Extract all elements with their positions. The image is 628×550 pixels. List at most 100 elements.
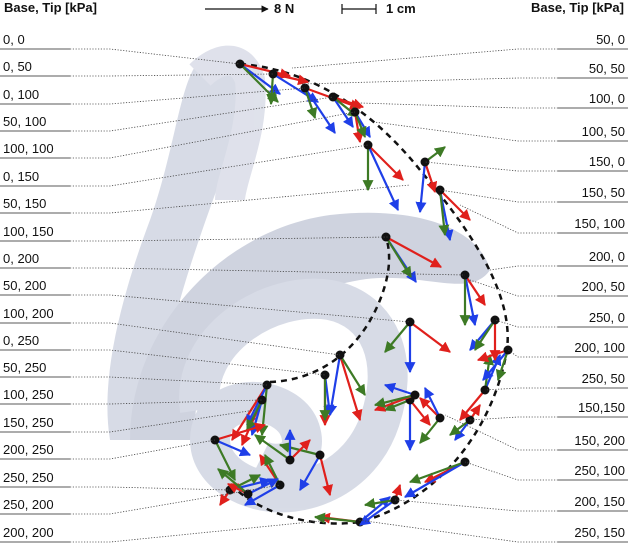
right-label: 150, 50 bbox=[582, 185, 625, 200]
left-label: 0, 100 bbox=[3, 87, 39, 102]
right-label: 100, 0 bbox=[589, 91, 625, 106]
tip-point bbox=[405, 317, 415, 327]
leader-line bbox=[70, 236, 389, 242]
force-arrow bbox=[266, 73, 278, 106]
leader-line bbox=[70, 184, 411, 214]
leader-line bbox=[70, 111, 356, 159]
force-arrow bbox=[439, 189, 471, 221]
force-arrow bbox=[214, 439, 236, 481]
right-label: 250, 100 bbox=[574, 463, 625, 478]
leader-line bbox=[70, 349, 326, 376]
leader-line bbox=[507, 349, 558, 358]
leader-line bbox=[357, 519, 558, 543]
force-arrow bbox=[239, 63, 281, 95]
leader-line bbox=[444, 414, 558, 451]
force-arrow bbox=[482, 349, 509, 381]
leader-line bbox=[70, 376, 268, 386]
leader-line bbox=[70, 519, 331, 543]
left-label: 150, 250 bbox=[3, 415, 54, 430]
leader-line bbox=[70, 439, 216, 460]
force-arrow bbox=[272, 72, 310, 86]
tip-point bbox=[257, 395, 267, 405]
force-arrow bbox=[318, 454, 333, 497]
left-label: 0, 200 bbox=[3, 251, 39, 266]
right-title: Base, Tip [kPa] bbox=[531, 0, 624, 15]
force-arrow bbox=[419, 417, 441, 444]
tip-point bbox=[435, 185, 445, 195]
force-arrow bbox=[254, 434, 291, 461]
force-arrow bbox=[326, 354, 342, 417]
force-arrow bbox=[339, 354, 366, 396]
leader-line bbox=[70, 73, 274, 77]
force-arrow bbox=[373, 393, 416, 408]
leader-line bbox=[459, 204, 558, 234]
tip-point bbox=[285, 455, 295, 465]
right-label: 150,150 bbox=[578, 400, 625, 415]
force-arrow bbox=[495, 349, 510, 382]
force-arrow bbox=[367, 144, 399, 211]
leader-line bbox=[70, 96, 334, 132]
force-arrow bbox=[247, 478, 279, 495]
left-label: 100, 150 bbox=[3, 224, 54, 239]
leader-line bbox=[439, 189, 558, 203]
force-arrow bbox=[419, 397, 441, 419]
tip-point bbox=[275, 480, 285, 490]
force-arrow bbox=[303, 87, 318, 120]
length-scale: 1 cm bbox=[386, 1, 416, 16]
force-arrow bbox=[404, 461, 466, 498]
leader-line bbox=[469, 279, 558, 297]
tip-point bbox=[243, 489, 253, 499]
force-arrow bbox=[409, 321, 451, 353]
force-arrow bbox=[313, 512, 361, 524]
tip-point bbox=[420, 157, 430, 167]
force-arrow bbox=[304, 87, 336, 134]
force-arrow bbox=[332, 96, 354, 128]
force-arrow bbox=[338, 354, 363, 422]
leader-line bbox=[70, 484, 281, 515]
leader-line bbox=[464, 461, 558, 481]
tip-point bbox=[435, 413, 445, 423]
left-label: 50, 250 bbox=[3, 360, 46, 375]
left-label: 0, 0 bbox=[3, 32, 25, 47]
force-arrow bbox=[289, 439, 311, 461]
force-arrow bbox=[423, 161, 438, 194]
left-label: 100, 250 bbox=[3, 387, 54, 402]
force-arrow bbox=[385, 236, 412, 278]
leader-line bbox=[494, 319, 558, 328]
force-arrow bbox=[474, 319, 496, 351]
right-label: 50, 50 bbox=[589, 61, 625, 76]
left-label: 100, 200 bbox=[3, 306, 54, 321]
leader-line bbox=[70, 267, 466, 276]
right-label: 200, 150 bbox=[574, 494, 625, 509]
force-arrow bbox=[246, 399, 263, 431]
force-arrow bbox=[384, 321, 411, 353]
right-label: 100, 50 bbox=[582, 124, 625, 139]
right-label: 200, 0 bbox=[589, 249, 625, 264]
force-arrow bbox=[299, 454, 321, 491]
right-label: 50, 0 bbox=[596, 32, 625, 47]
leader-line bbox=[359, 102, 558, 109]
force-arrow bbox=[385, 236, 442, 268]
force-arrow bbox=[214, 438, 252, 457]
leader-line bbox=[484, 387, 558, 391]
left-label: 0, 150 bbox=[3, 169, 39, 184]
finger-shadows bbox=[107, 45, 490, 513]
tip-point bbox=[235, 59, 245, 69]
force-arrow bbox=[415, 161, 427, 214]
tip-point bbox=[503, 345, 513, 355]
force-arrow bbox=[463, 274, 479, 327]
force-arrow bbox=[332, 95, 365, 110]
force-arrow bbox=[459, 389, 486, 421]
tip-point bbox=[490, 315, 500, 325]
left-title: Base, Tip [kPa] bbox=[4, 0, 97, 15]
force-vectors bbox=[210, 59, 513, 527]
left-label: 0, 50 bbox=[3, 59, 32, 74]
leader-line bbox=[373, 121, 558, 142]
tip-point bbox=[262, 380, 272, 390]
left-label: 250, 250 bbox=[3, 470, 54, 485]
force-arrow bbox=[464, 274, 486, 306]
tip-point bbox=[268, 69, 278, 79]
left-label: 250, 200 bbox=[3, 497, 54, 512]
leader-line bbox=[424, 161, 558, 172]
